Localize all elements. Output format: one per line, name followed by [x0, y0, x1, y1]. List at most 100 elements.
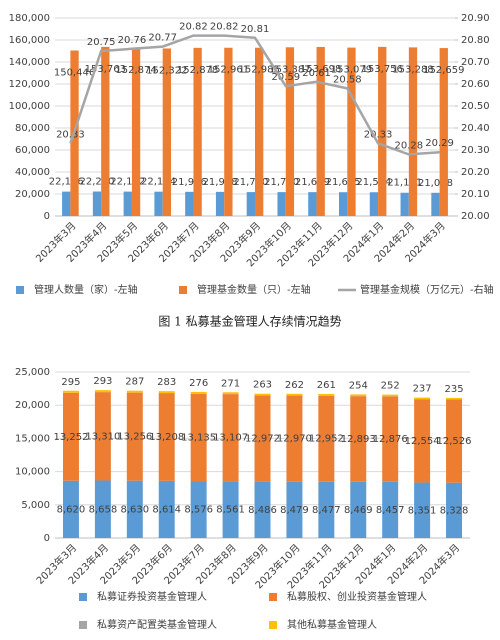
- bar-segment: [222, 394, 239, 482]
- data-label: 150,446: [54, 68, 95, 79]
- y2-tick-label: 20.10: [461, 189, 490, 200]
- bar-segment: [254, 481, 271, 538]
- y-tick-label: 20,000: [15, 400, 50, 411]
- data-label: 8,658: [89, 504, 118, 515]
- y2-tick-label: 20.00: [461, 211, 490, 222]
- data-label: 20.77: [148, 33, 177, 44]
- data-label: 252: [381, 381, 400, 392]
- bar: [347, 47, 356, 216]
- bar-segment: [414, 482, 431, 538]
- bar-segment: [318, 393, 335, 396]
- data-label: 21,948: [203, 177, 238, 188]
- bar-segment: [62, 480, 79, 538]
- bar: [193, 47, 202, 217]
- data-label: 153,288: [392, 64, 433, 75]
- data-label: 152,874: [115, 65, 156, 76]
- data-label: 22,176: [49, 177, 84, 188]
- data-label: 293: [93, 376, 112, 387]
- y-tick-label: 0: [44, 533, 50, 544]
- legend-swatch: [269, 621, 277, 629]
- data-label: 263: [253, 380, 272, 391]
- y-tick-label: 5,000: [21, 500, 50, 511]
- bar-segment: [318, 395, 335, 482]
- data-label: 21,594: [356, 177, 391, 188]
- bar-segment: [126, 480, 143, 538]
- legend-swatch: [179, 286, 187, 294]
- bar-segment: [126, 390, 143, 393]
- data-label: 13,107: [213, 433, 248, 444]
- bar-segment: [94, 480, 111, 538]
- y-tick-label: 180,000: [9, 13, 50, 24]
- y2-tick-label: 20.90: [461, 13, 490, 24]
- bar-segment: [414, 397, 431, 400]
- bar: [185, 191, 194, 216]
- data-label: 13,310: [85, 431, 120, 442]
- bar-segment: [286, 481, 303, 538]
- data-label: 20.33: [56, 129, 85, 140]
- data-label: 12,526: [437, 436, 472, 447]
- bar: [439, 48, 448, 216]
- data-label: 8,328: [440, 505, 469, 516]
- bar: [285, 47, 295, 217]
- data-label: 261: [317, 380, 336, 391]
- data-label: 20.75: [87, 37, 116, 48]
- legend-swatch: [16, 286, 24, 294]
- y2-tick-label: 20.50: [461, 101, 490, 112]
- data-label: 8,477: [312, 505, 341, 516]
- bar: [246, 192, 255, 216]
- y-tick-label: 0: [44, 211, 50, 222]
- bar-segment: [94, 390, 111, 393]
- data-label: 12,970: [277, 434, 312, 445]
- bar: [316, 46, 325, 216]
- bar: [369, 192, 379, 216]
- data-label: 8,486: [248, 505, 277, 516]
- bar-segment: [318, 481, 335, 538]
- legend-label: 管理基金数量（只）-左轴: [197, 283, 311, 296]
- bar-segment: [222, 481, 239, 538]
- bar-segment: [94, 392, 111, 481]
- bar-segment: [62, 392, 79, 481]
- data-label: 152,961: [208, 65, 249, 76]
- bar-segment: [254, 395, 271, 482]
- bar: [255, 47, 264, 217]
- data-label: 8,614: [152, 504, 181, 515]
- y-tick-label: 120,000: [9, 79, 50, 90]
- legend-swatch: [269, 593, 277, 601]
- bar: [162, 48, 171, 216]
- data-label: 20.61: [302, 68, 331, 79]
- bar-segment: [382, 394, 399, 397]
- data-label: 21,151: [387, 178, 422, 189]
- y-tick-label: 80,000: [15, 123, 50, 134]
- data-label: 287: [125, 377, 144, 388]
- bar-segment: [190, 393, 207, 482]
- bar-segment: [350, 396, 367, 482]
- bar-segment: [158, 393, 175, 481]
- data-label: 152,985: [238, 65, 279, 76]
- data-label: 237: [413, 384, 432, 395]
- y-tick-label: 140,000: [9, 57, 50, 68]
- y2-tick-label: 20.60: [461, 79, 490, 90]
- data-label: 21,699: [295, 177, 330, 188]
- data-label: 153,756: [362, 64, 403, 75]
- bar-segment: [446, 482, 463, 538]
- data-label: 21,098: [418, 178, 453, 189]
- legend-label: 管理基金规模（万亿元）-右轴: [360, 283, 494, 296]
- data-label: 8,561: [216, 505, 245, 516]
- bar-segment: [190, 391, 207, 394]
- bar: [123, 191, 132, 216]
- data-label: 22,182: [110, 177, 145, 188]
- y-tick-label: 10,000: [15, 467, 50, 478]
- bar-segment: [350, 394, 367, 397]
- data-label: 271: [221, 378, 240, 389]
- data-label: 152,322: [146, 65, 187, 76]
- y2-tick-label: 20.80: [461, 35, 490, 46]
- bar: [224, 47, 233, 216]
- bar-segment: [382, 481, 399, 538]
- data-label: 20.29: [425, 138, 454, 149]
- figure-caption: 图 1 私募基金管理人存续情况趋势: [158, 314, 341, 329]
- bar-segment: [446, 397, 463, 400]
- y-tick-label: 25,000: [15, 367, 50, 378]
- data-label: 153,698: [300, 64, 341, 75]
- legend-label: 其他私募基金管理人: [287, 618, 377, 631]
